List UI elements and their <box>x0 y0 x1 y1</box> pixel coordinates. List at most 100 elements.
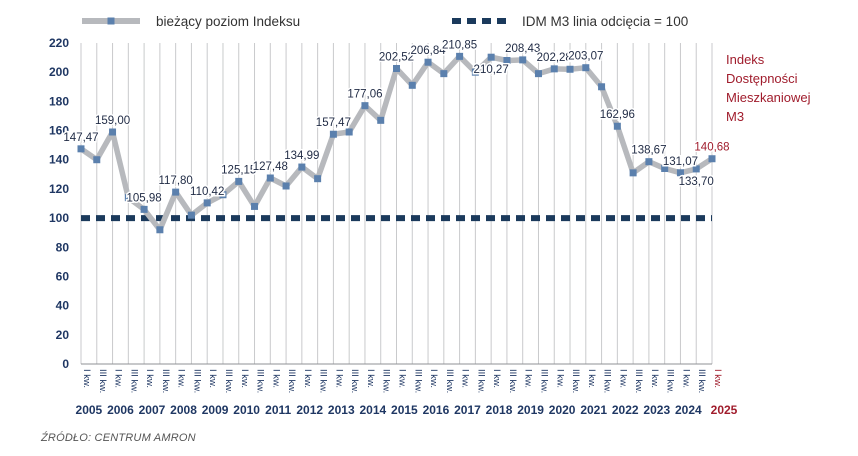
data-point <box>393 65 400 73</box>
year-label: 2017 <box>454 403 481 417</box>
x-tick-label: III kw. <box>223 369 234 393</box>
data-point <box>314 175 322 183</box>
data-point <box>598 83 606 91</box>
data-point <box>203 199 211 207</box>
year-label: 2015 <box>391 403 418 417</box>
data-label: 210,27 <box>474 64 509 76</box>
x-tick-label: III kw. <box>633 369 644 393</box>
x-tick-label: III kw. <box>381 369 392 393</box>
data-label: 147,47 <box>63 132 98 144</box>
y-tick-label: 40 <box>56 299 70 313</box>
x-tick-label: I kw. <box>207 369 218 388</box>
year-label: 2007 <box>139 403 166 417</box>
x-tick-label: I kw. <box>617 369 628 388</box>
side-title-line: Dostępności <box>726 71 798 86</box>
x-tick-label: I kw. <box>176 369 187 388</box>
data-point <box>534 70 542 78</box>
year-label: 2022 <box>612 403 639 417</box>
x-tick-label: III kw. <box>602 369 613 393</box>
source-note: ŹRÓDŁO: CENTRUM AMRON <box>41 432 196 444</box>
data-point <box>345 128 353 136</box>
x-tick-label: I kw. <box>523 369 534 388</box>
legend-series-label: bieżący poziom Indeksu <box>156 14 300 29</box>
data-point <box>676 169 684 177</box>
x-tick-label: III kw. <box>255 369 266 393</box>
year-label: 2018 <box>486 403 513 417</box>
data-point <box>124 194 132 202</box>
data-point <box>361 102 369 110</box>
x-tick-label: I kw. <box>302 369 313 388</box>
x-tick-label: III kw. <box>444 369 455 393</box>
y-tick-label: 160 <box>49 124 69 138</box>
y-tick-label: 100 <box>49 211 69 225</box>
legend-series-marker <box>107 17 115 25</box>
year-label: 2014 <box>359 403 386 417</box>
x-tick-label: I kw. <box>239 369 250 388</box>
data-label: 206,84 <box>410 45 446 57</box>
year-label: 2016 <box>423 403 450 417</box>
year-label: 2019 <box>517 403 544 417</box>
data-point <box>235 177 243 185</box>
data-label: 134,99 <box>284 150 319 162</box>
x-tick-label: III kw. <box>97 369 108 393</box>
year-label: 2009 <box>202 403 229 417</box>
data-point <box>582 64 590 72</box>
data-point <box>424 58 432 66</box>
data-label: 203,07 <box>568 51 603 63</box>
y-tick-label: 140 <box>49 153 69 167</box>
x-tick-label: I kw. <box>397 369 408 388</box>
data-label: 131,07 <box>663 156 698 168</box>
year-label: 2006 <box>107 403 134 417</box>
side-title-line: Mieszkaniowej <box>726 90 811 105</box>
data-label: 177,06 <box>347 89 382 101</box>
x-tick-label: III kw. <box>570 369 581 393</box>
data-point <box>456 52 464 60</box>
x-tick-label: III kw. <box>318 369 329 393</box>
x-tick-label: III kw. <box>160 369 171 393</box>
data-point <box>440 70 448 78</box>
x-tick-label: III kw. <box>475 369 486 393</box>
year-label: 2005 <box>76 403 103 417</box>
data-label: 202,28 <box>537 52 572 64</box>
x-tick-label: III kw. <box>665 369 676 393</box>
x-tick-label: III kw. <box>128 369 139 393</box>
x-tick-label: III kw. <box>191 369 202 393</box>
x-tick-label: I kw. <box>333 369 344 388</box>
data-point <box>408 81 416 89</box>
data-point <box>503 57 511 65</box>
data-point <box>266 174 274 182</box>
data-label: 110,42 <box>190 186 224 198</box>
side-title: Indeks Dostępności Mieszkaniowej M3 <box>726 50 846 126</box>
data-label: 159,00 <box>95 115 130 127</box>
data-label: 133,70 <box>679 176 714 188</box>
data-point <box>140 205 148 213</box>
data-point <box>550 65 558 73</box>
y-tick-label: 220 <box>49 36 69 50</box>
y-tick-label: 180 <box>49 94 69 108</box>
year-label: 2011 <box>265 403 291 417</box>
x-tick-label: I kw. <box>81 369 92 388</box>
data-label: 208,43 <box>505 43 540 55</box>
data-label: 210,85 <box>442 39 477 51</box>
data-point <box>629 169 637 177</box>
x-tick-label: I kw. <box>491 369 502 388</box>
x-tick-label: I kw. <box>365 369 376 388</box>
x-tick-label: I kw. <box>144 369 155 388</box>
x-tick-label: I kw. <box>680 369 691 388</box>
x-tick-label: I kw. <box>712 369 723 388</box>
x-tick-label: III kw. <box>412 369 423 393</box>
data-point <box>251 202 259 210</box>
year-label: 2023 <box>643 403 670 417</box>
data-point <box>692 165 700 173</box>
legend-threshold-label: IDM M3 linia odcięcia = 100 <box>522 14 688 29</box>
x-tick-label: I kw. <box>460 369 471 388</box>
data-point <box>613 122 621 130</box>
data-label: 117,80 <box>158 175 192 187</box>
x-tick-label: I kw. <box>113 369 124 388</box>
x-tick-label: I kw. <box>428 369 439 388</box>
y-tick-label: 0 <box>62 357 69 371</box>
year-label: 2012 <box>296 403 323 417</box>
data-label: 202,52 <box>379 52 414 64</box>
data-point <box>187 211 195 219</box>
